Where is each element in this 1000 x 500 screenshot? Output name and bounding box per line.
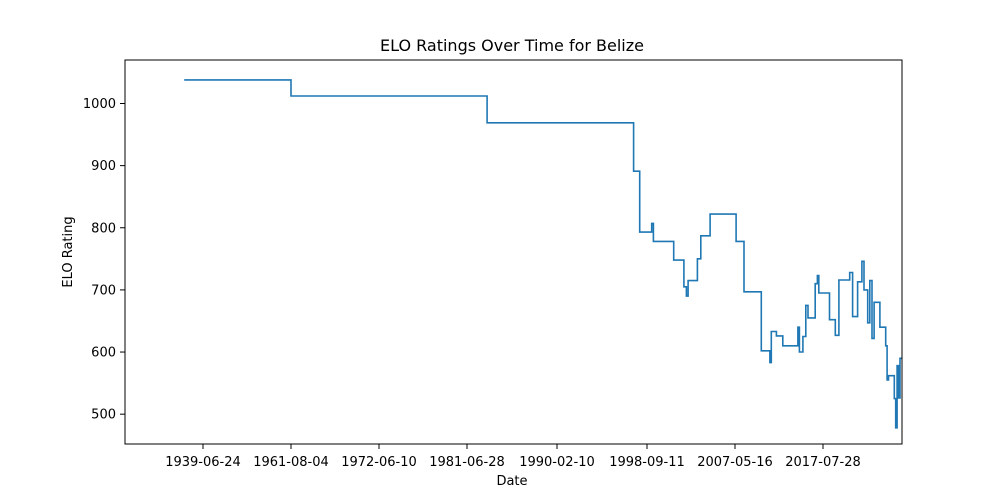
y-tick-label: 1000 [83,97,116,112]
plot-background [125,60,902,444]
x-axis-title: Date [496,474,527,489]
series-line [184,79,902,429]
plot-area [124,59,903,445]
y-tick-label: 800 [91,221,116,236]
x-tick-label: 1981-06-28 [429,455,505,470]
y-tick-label: 900 [91,159,116,174]
x-tick-label: 2017-07-28 [785,455,861,470]
y-tick-label: 700 [91,283,116,298]
x-tick-label: 1998-09-11 [609,455,685,470]
y-tick-label: 600 [91,346,116,361]
x-tick-label: 2007-05-16 [697,455,773,470]
y-axis-title: ELO Rating [61,216,76,287]
x-tick-label: 1939-06-24 [165,455,241,470]
y-axis: 500 600 700 800 900 1000 [83,97,125,423]
x-tick-label: 1972-06-10 [341,455,417,470]
x-tick-label: 1961-08-04 [253,455,329,470]
plot-frame [124,59,903,445]
y-tick-label: 500 [91,408,116,423]
chart-title: ELO Ratings Over Time for Belize [380,36,644,55]
x-axis: 1939-06-24 1961-08-04 1972-06-10 1981-06-28… [165,444,861,470]
x-tick-label: 1990-02-10 [519,455,595,470]
